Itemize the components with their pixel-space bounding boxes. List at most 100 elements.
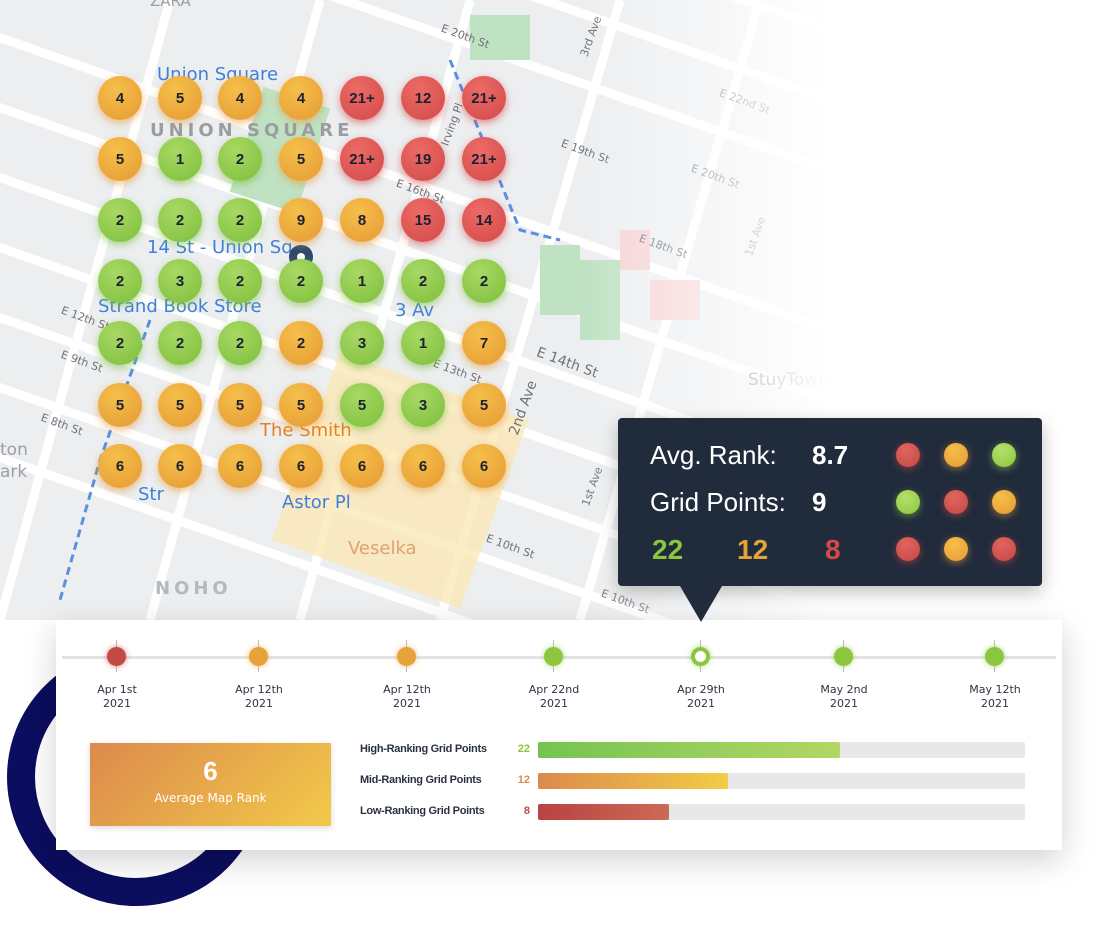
bar-label: High-Ranking Grid Points [360,743,487,755]
grid-point[interactable]: 2 [401,259,445,303]
grid-point[interactable]: 19 [401,137,445,181]
bar-label: Low-Ranking Grid Points [360,805,485,817]
bar-track [538,773,1025,789]
grid-point[interactable]: 6 [462,444,506,488]
timeline-date: Apr 1st [97,683,137,696]
grid-point[interactable]: 2 [98,259,142,303]
grid-point[interactable]: 5 [98,383,142,427]
grid-points-label: Grid Points: [650,487,786,517]
timeline-dot[interactable] [985,647,1004,666]
timeline-dot[interactable] [834,647,853,666]
grid-point[interactable]: 6 [98,444,142,488]
grid-point[interactable]: 5 [279,137,323,181]
average-map-rank-box: 6 Average Map Rank [90,743,331,826]
grid-point[interactable]: 2 [98,198,142,242]
grid-point[interactable]: 5 [462,383,506,427]
map-label[interactable]: The Smith [260,420,352,441]
timeline-date: Apr 12th [383,683,431,696]
grid-point[interactable]: 2 [218,259,262,303]
bar-track [538,742,1025,758]
grid-point[interactable]: 21+ [462,137,506,181]
grid-point[interactable]: 12 [401,76,445,120]
map-view[interactable]: ZARA Union Square UNION SQUARE 14 St - U… [0,0,830,620]
grid-point[interactable]: 4 [218,76,262,120]
bar-track [538,804,1025,820]
high-count: 22 [652,534,684,565]
grid-point[interactable]: 6 [158,444,202,488]
timeline-dot[interactable] [544,647,563,666]
tooltip-dot [896,443,920,467]
rank-bar-row: Low-Ranking Grid Points 8 [360,804,1025,820]
bar-fill [538,804,670,820]
grid-point[interactable]: 6 [218,444,262,488]
rank-bar-row: Mid-Ranking Grid Points 12 [360,773,1025,789]
grid-point[interactable]: 7 [462,321,506,365]
grid-point[interactable]: 1 [401,321,445,365]
grid-point[interactable]: 2 [158,321,202,365]
timeline-dot[interactable] [397,647,416,666]
tooltip-dot [944,537,968,561]
grid-point[interactable]: 5 [158,383,202,427]
grid-point[interactable]: 4 [279,76,323,120]
grid-point[interactable]: 5 [340,383,384,427]
grid-point[interactable]: 5 [279,383,323,427]
grid-point[interactable]: 5 [218,383,262,427]
timeline-dot[interactable] [249,647,268,666]
grid-point[interactable]: 3 [340,321,384,365]
map-label[interactable]: Astor Pl [282,492,351,513]
grid-point[interactable]: 2 [218,137,262,181]
grid-point[interactable]: 1 [158,137,202,181]
grid-point[interactable]: 9 [279,198,323,242]
tooltip-dot [944,443,968,467]
grid-point[interactable]: 5 [98,137,142,181]
summary-card: Apr 1st 2021 Apr 12th 2021 Apr 12th 2021 Apr 2… [56,620,1062,850]
grid-points-value: 9 [812,487,827,517]
grid-point[interactable]: 6 [401,444,445,488]
grid-point[interactable]: 21+ [462,76,506,120]
map-label: ark [0,462,28,482]
grid-point[interactable]: 6 [340,444,384,488]
timeline-date: Apr 22nd [528,683,580,696]
map-label[interactable]: 3 Av [395,300,435,321]
average-rank-label: Average Map Rank [154,791,267,805]
grid-point[interactable]: 6 [279,444,323,488]
grid-point[interactable]: 4 [98,76,142,120]
map-label: NOHO [155,578,232,599]
map-label[interactable]: 14 St - Union Sq [147,237,293,258]
timeline-date: May 2nd [820,683,868,696]
grid-point[interactable]: 2 [279,259,323,303]
timeline-year: 2021 [103,697,131,710]
grid-point[interactable]: 5 [158,76,202,120]
map-label: ton [0,440,28,460]
timeline-year: 2021 [830,697,858,710]
rank-tooltip: Avg. Rank: 8.7 Grid Points: 9 22 12 8 [618,418,1042,622]
tooltip-dot [896,537,920,561]
grid-point[interactable]: 2 [279,321,323,365]
grid-point[interactable]: 2 [218,321,262,365]
timeline-date: Apr 29th [677,683,725,696]
grid-point[interactable]: 8 [340,198,384,242]
bar-count: 22 [517,743,530,755]
timeline-dot[interactable] [107,647,126,666]
grid-point[interactable]: 2 [462,259,506,303]
timeline-date: May 12th [969,683,1021,696]
grid-point[interactable]: 21+ [340,137,384,181]
grid-point[interactable]: 3 [158,259,202,303]
grid-point[interactable]: 2 [98,321,142,365]
grid-point[interactable]: 2 [218,198,262,242]
grid-point[interactable]: 2 [158,198,202,242]
map-label[interactable]: Strand Book Store [98,296,262,317]
grid-point[interactable]: 3 [401,383,445,427]
grid-point[interactable]: 15 [401,198,445,242]
timeline-year: 2021 [687,697,715,710]
rank-bar-row: High-Ranking Grid Points 22 [360,742,1025,758]
mid-count: 12 [737,534,769,565]
grid-point[interactable]: 1 [340,259,384,303]
grid-point[interactable]: 14 [462,198,506,242]
map-label[interactable]: Veselka [348,538,417,559]
low-count: 8 [825,534,841,565]
timeline-year: 2021 [981,697,1009,710]
bar-label: Mid-Ranking Grid Points [360,774,482,786]
grid-point[interactable]: 21+ [340,76,384,120]
timeline-dot[interactable] [691,647,710,666]
